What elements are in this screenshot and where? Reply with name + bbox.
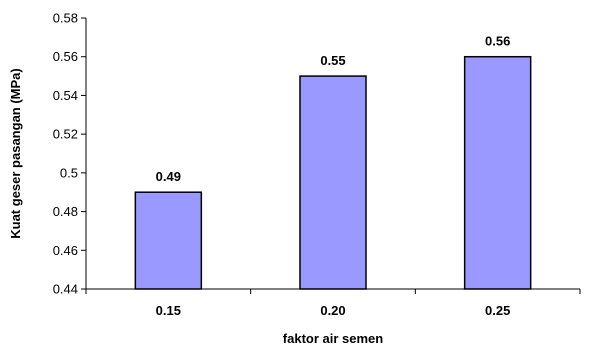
- x-tick-label: 0.20: [320, 303, 345, 318]
- x-axis-title: faktor air semen: [283, 331, 383, 346]
- data-labels: 0.49 0.55 0.56: [156, 34, 511, 184]
- y-axis-ticks: 0.44 0.46 0.48 0.5 0.52 0.54 0.56 0.58: [53, 11, 86, 297]
- y-tick-label: 0.54: [53, 88, 78, 103]
- bar-0.15: [134, 191, 203, 290]
- y-tick-label: 0.48: [53, 204, 78, 219]
- y-tick-label: 0.58: [53, 11, 78, 26]
- y-tick-label: 0.56: [53, 49, 78, 64]
- data-label: 0.49: [156, 169, 181, 184]
- bar-0.20: [299, 75, 367, 290]
- data-label: 0.56: [485, 34, 510, 49]
- y-tick-label: 0.5: [60, 165, 78, 180]
- bars: [134, 55, 532, 290]
- y-tick-label: 0.46: [53, 243, 78, 258]
- y-tick-label: 0.52: [53, 127, 78, 142]
- x-tick-label: 0.15: [156, 303, 181, 318]
- y-tick-label: 0.44: [53, 282, 78, 297]
- x-axis-ticks: 0.15 0.20 0.25: [85, 289, 581, 318]
- bar-0.25: [463, 55, 532, 290]
- data-label: 0.55: [320, 53, 345, 68]
- y-axis-title: Kuat geser pasangan (MPa): [8, 68, 23, 239]
- x-tick-label: 0.25: [485, 303, 510, 318]
